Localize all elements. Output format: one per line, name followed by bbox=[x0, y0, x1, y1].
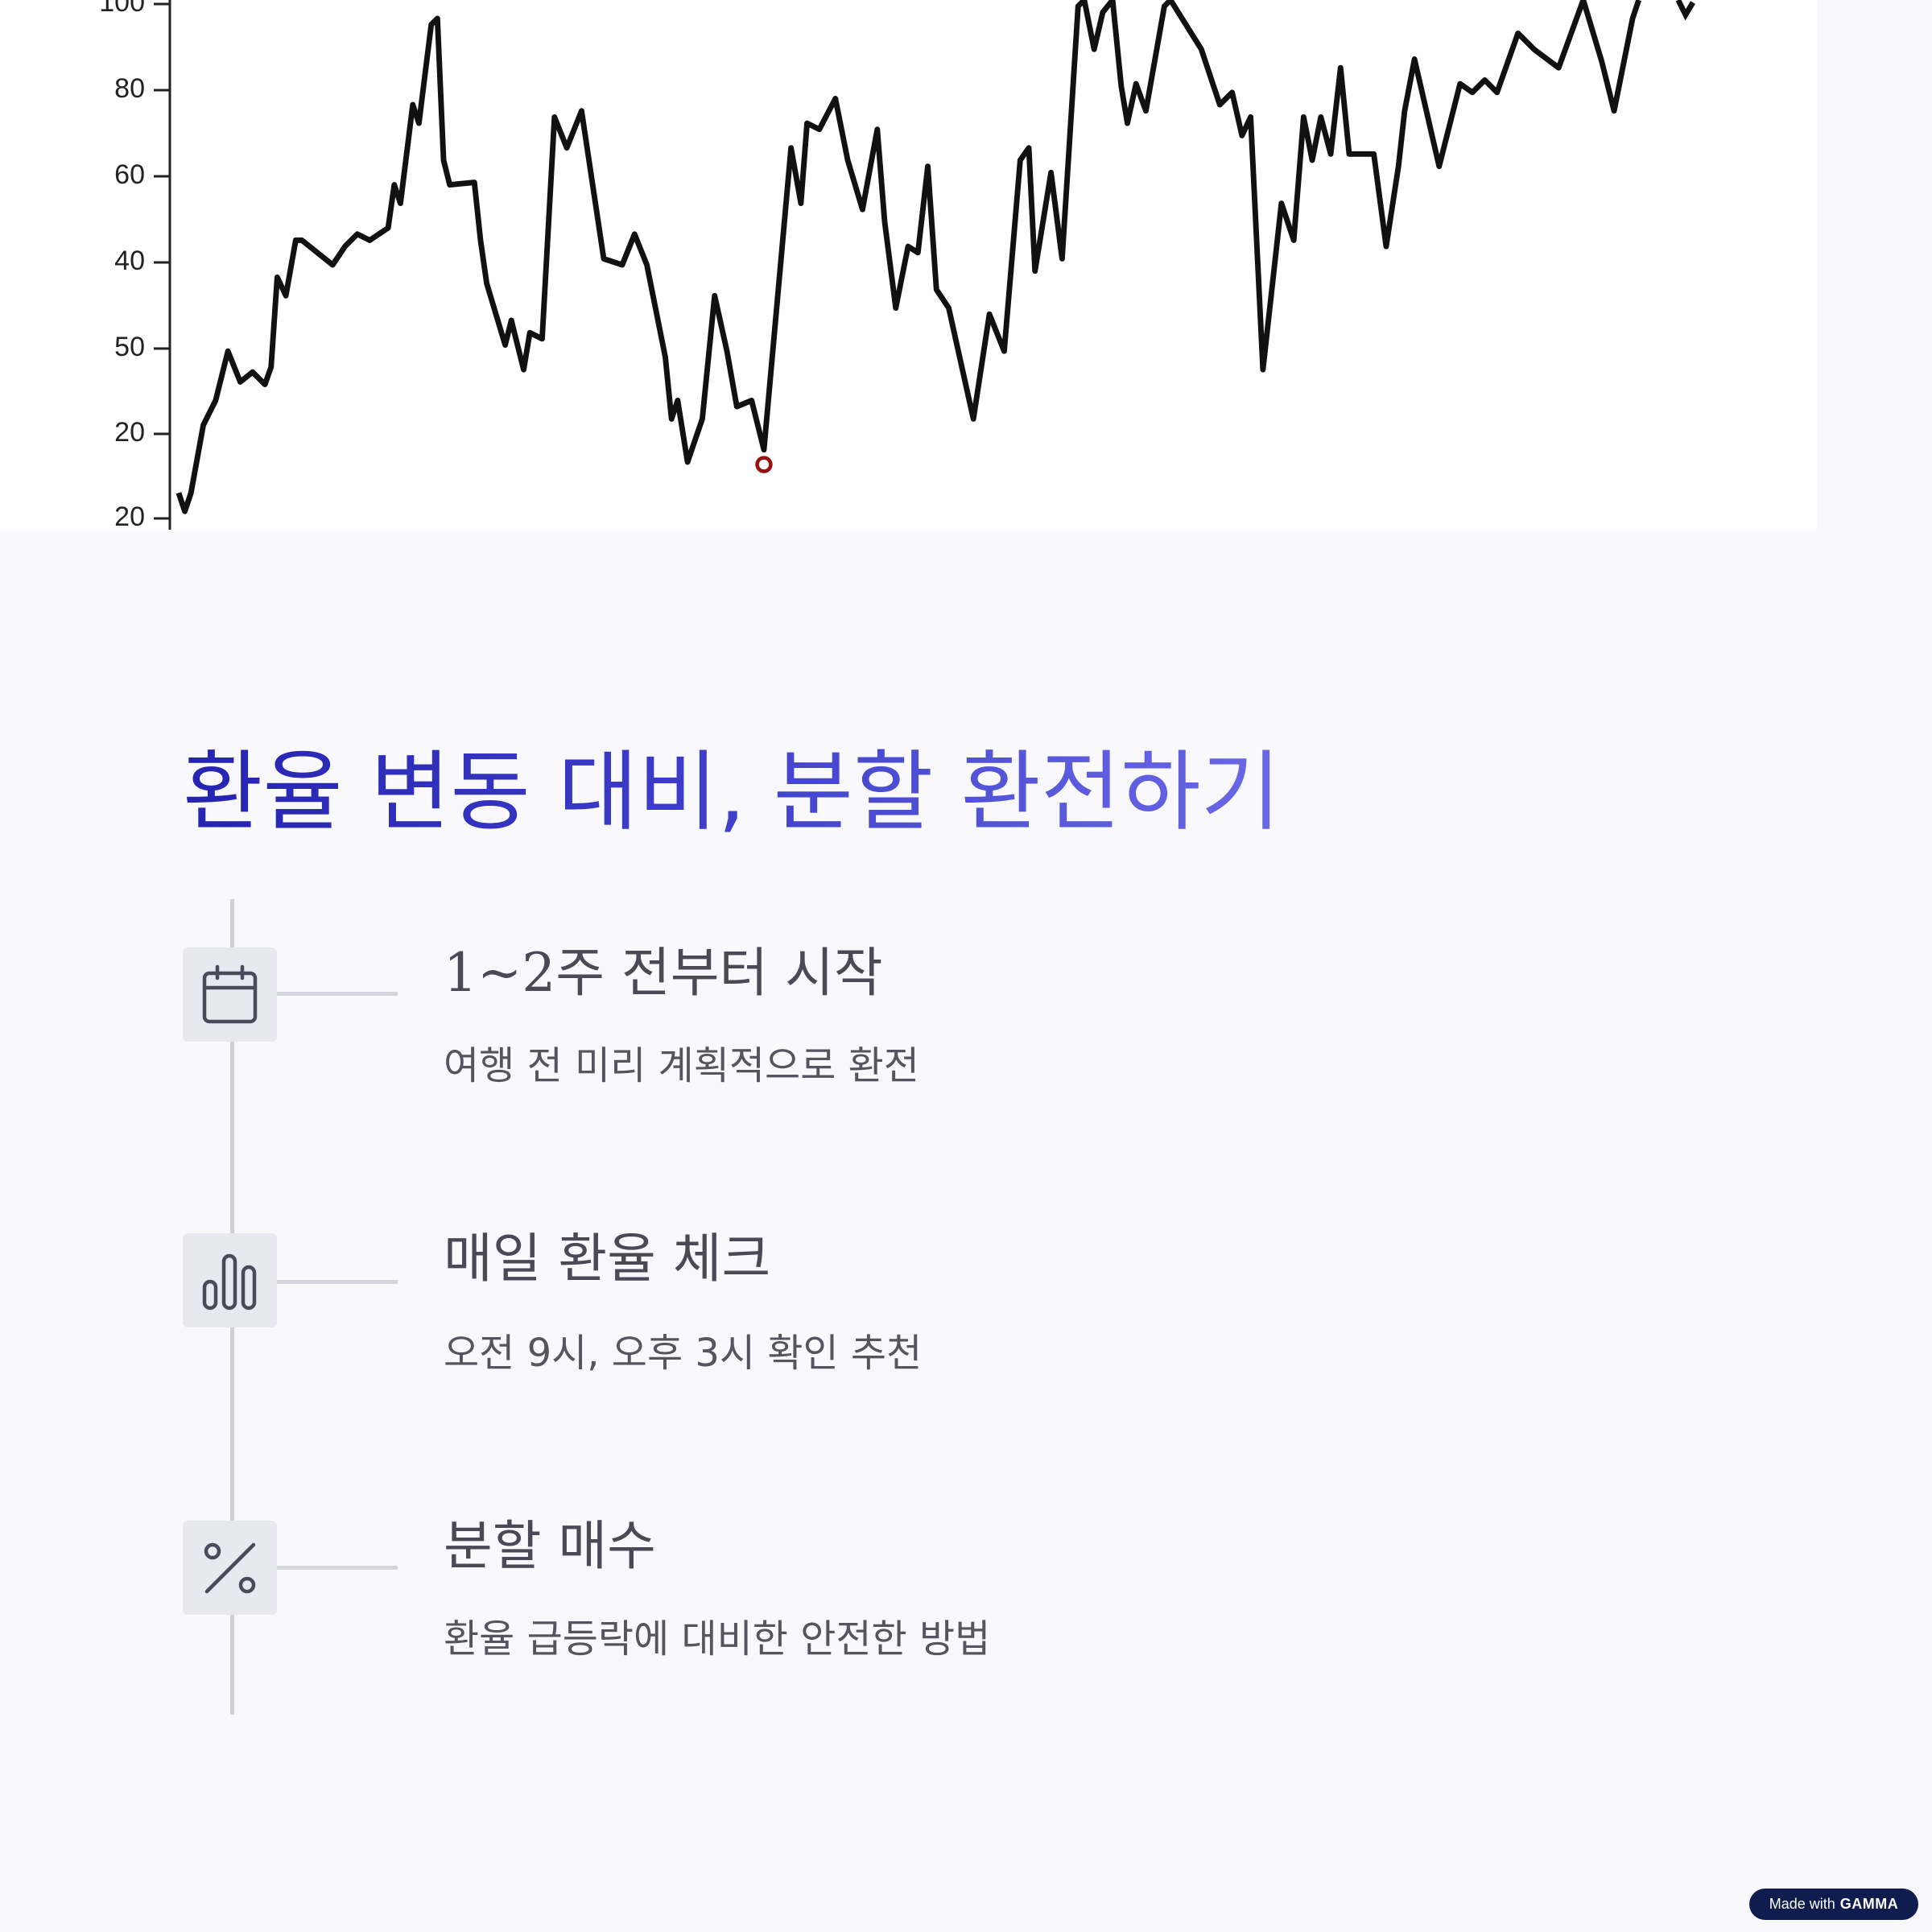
y-tick-label: 20 bbox=[114, 417, 145, 448]
title: 환율 변동 대비, 분할 환전하기 bbox=[183, 737, 1281, 849]
y-tick-label: 100 bbox=[99, 0, 145, 18]
y-ticks bbox=[154, 2, 170, 520]
chart-background bbox=[0, 0, 1817, 530]
y-tick-label: 80 bbox=[114, 73, 145, 104]
connector bbox=[277, 1566, 398, 1570]
y-tick-label: 40 bbox=[114, 246, 145, 276]
y-tick-label: 60 bbox=[114, 159, 145, 190]
item-description: 오전 9시, 오후 3시 확인 추천 bbox=[444, 1331, 923, 1376]
item-heading: 분할 매수 bbox=[444, 1515, 656, 1577]
item-heading: 매일 환율 체크 bbox=[444, 1228, 771, 1290]
calendar-icon bbox=[183, 947, 277, 1042]
item-heading: 1~2주 전부터 시작 bbox=[444, 942, 883, 1004]
connector bbox=[277, 992, 398, 996]
made-with-badge[interactable]: Made with GAMMA bbox=[1749, 1889, 1918, 1920]
chart-image: 100 80 60 40 50 20 20 bbox=[0, 0, 1817, 530]
item-description: 환율 급등락에 대비한 안전한 방법 bbox=[444, 1616, 991, 1662]
y-tick-label: 20 bbox=[114, 502, 145, 530]
bar-chart-icon bbox=[183, 1233, 277, 1327]
badge-text: Made with bbox=[1769, 1896, 1835, 1912]
y-tick-label: 50 bbox=[114, 332, 145, 362]
item-description: 여행 전 미리 계획적으로 환전 bbox=[444, 1043, 919, 1088]
chart-line bbox=[175, 0, 1695, 514]
badge-brand: GAMMA bbox=[1839, 1896, 1899, 1912]
connector bbox=[277, 1280, 398, 1284]
percent-icon bbox=[183, 1521, 277, 1615]
